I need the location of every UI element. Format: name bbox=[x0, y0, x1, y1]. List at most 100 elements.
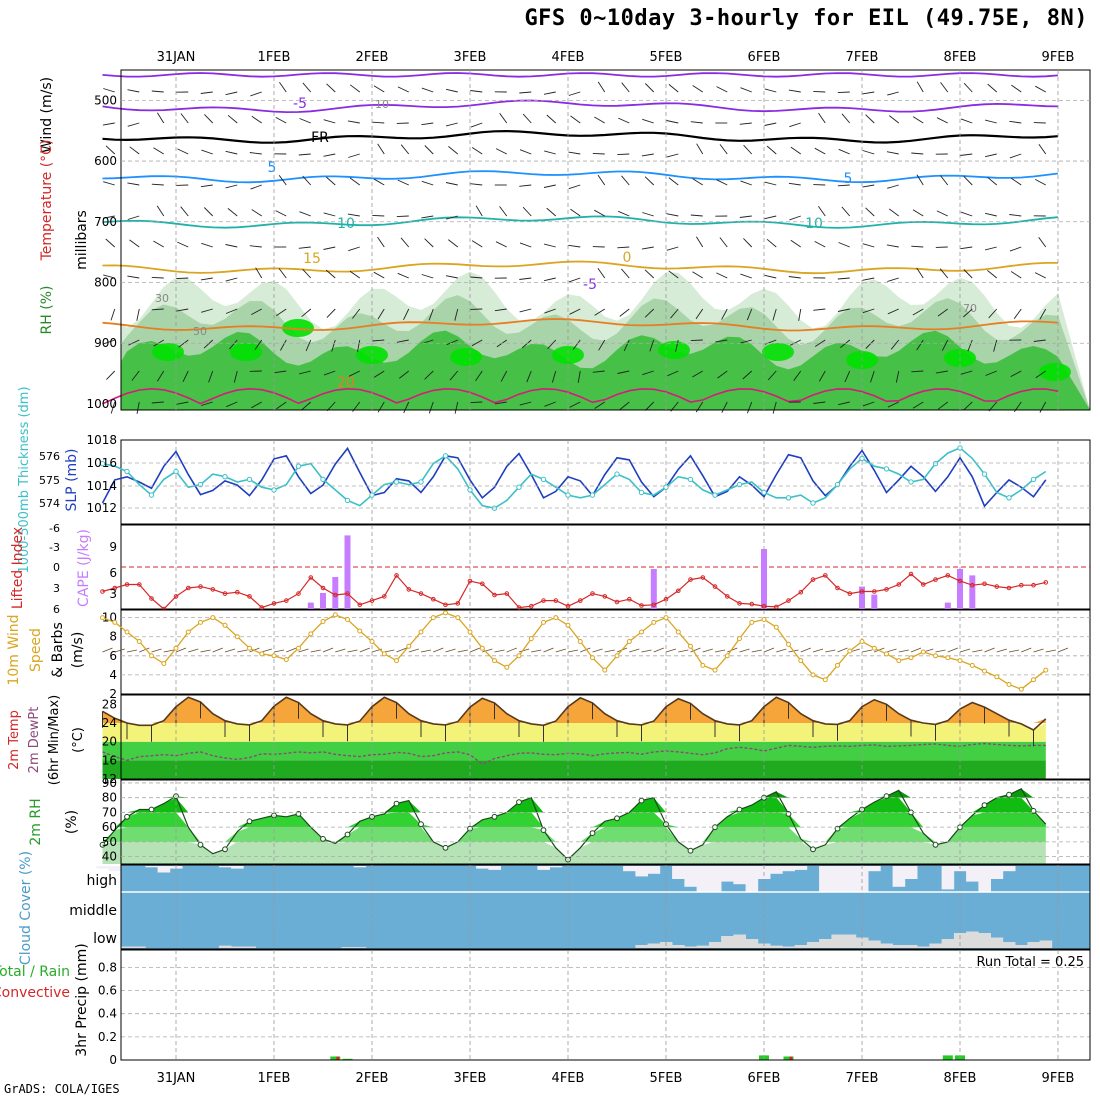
wind-speed-point bbox=[1031, 677, 1036, 683]
wind-barb bbox=[445, 182, 458, 186]
wind-barb bbox=[225, 277, 238, 282]
wind-speed-point bbox=[1018, 686, 1024, 692]
wind-barb bbox=[522, 113, 532, 124]
surface-wind-barb bbox=[273, 649, 285, 653]
wind-barb bbox=[349, 84, 361, 93]
rh-high-blob bbox=[1039, 363, 1071, 381]
temp-minmax-label: (6hr Min/Max) bbox=[47, 695, 62, 785]
rh-high-blob bbox=[230, 343, 262, 361]
lifted-index-point bbox=[602, 594, 608, 599]
thickness-point bbox=[148, 492, 155, 498]
lifted-index-point bbox=[639, 603, 644, 608]
surface-wind-barb bbox=[408, 648, 419, 653]
wind-barb bbox=[475, 370, 483, 382]
wind-barb bbox=[619, 401, 630, 410]
lifted-index-point bbox=[994, 584, 1000, 589]
surface-wind-barb bbox=[1008, 649, 1020, 653]
thickness-point bbox=[393, 479, 400, 485]
wind-barb bbox=[151, 90, 164, 93]
cloud-low-bar bbox=[904, 945, 918, 948]
isotherm-10 bbox=[102, 215, 1059, 229]
wind-barb bbox=[967, 339, 973, 352]
lifted-index-point bbox=[124, 582, 130, 587]
wind-barb bbox=[619, 308, 630, 317]
wind-barb bbox=[844, 370, 851, 383]
wind-speed-point bbox=[406, 643, 412, 649]
wind-barb bbox=[526, 370, 532, 383]
surface-wind-barb bbox=[469, 647, 481, 653]
lifted-index-point bbox=[308, 575, 314, 580]
rh-point bbox=[222, 846, 228, 853]
wind-barb bbox=[987, 176, 998, 186]
cloud-low-bar bbox=[831, 934, 844, 948]
cloud-high-bar bbox=[623, 866, 636, 872]
lifted-index-point bbox=[774, 604, 779, 610]
cloud-high-bar bbox=[537, 866, 550, 870]
wind-barb bbox=[715, 339, 728, 343]
cloud-bg bbox=[121, 865, 1090, 949]
wind-barb bbox=[373, 271, 385, 279]
wind-barb bbox=[788, 276, 801, 279]
wind-barb bbox=[326, 308, 336, 318]
wind-speed-point bbox=[234, 634, 240, 640]
lifted-index-point bbox=[578, 598, 583, 603]
lifted-index-point bbox=[369, 598, 375, 603]
rh-high-blob bbox=[282, 319, 314, 337]
wind-barb bbox=[157, 370, 165, 382]
wind-speed-point bbox=[528, 636, 534, 642]
wind-barb bbox=[182, 370, 189, 382]
lifted-index-point bbox=[222, 591, 228, 596]
lifted-index-tick: 6 bbox=[53, 603, 60, 616]
wind-barb bbox=[274, 370, 287, 374]
wind-barb bbox=[302, 268, 312, 279]
wind-barb bbox=[865, 339, 875, 349]
wind-speed-point bbox=[136, 639, 142, 644]
wind-speed-point bbox=[296, 645, 301, 651]
surface-wind-barb bbox=[959, 648, 971, 653]
lifted-index-point bbox=[357, 602, 363, 608]
thickness-point bbox=[271, 487, 277, 493]
wind-barb bbox=[428, 401, 434, 414]
wind-speed-point bbox=[345, 617, 350, 622]
cloud-low-bar bbox=[218, 945, 232, 948]
cloud-high-bar bbox=[892, 866, 906, 887]
wind-barb bbox=[178, 339, 189, 348]
wind-barb bbox=[837, 277, 850, 280]
thickness-point bbox=[614, 471, 620, 477]
wind-barb bbox=[445, 122, 458, 127]
temp-tick: 16 bbox=[102, 753, 117, 767]
slp-line bbox=[101, 446, 1047, 508]
wind-barb bbox=[1034, 272, 1046, 279]
wind-barb bbox=[895, 370, 900, 383]
wind-barb bbox=[764, 181, 777, 186]
wind-barb bbox=[597, 267, 606, 279]
wind-barb bbox=[544, 308, 556, 314]
wind-barb bbox=[519, 91, 532, 94]
date-tick-bottom: 31JAN bbox=[157, 1071, 196, 1086]
surface-wind-barb bbox=[420, 649, 432, 653]
wind-barb bbox=[494, 308, 507, 312]
wind-barb bbox=[746, 308, 753, 321]
wind-barb bbox=[1011, 84, 1022, 93]
thickness-point bbox=[246, 476, 253, 483]
surface-wind-barb bbox=[384, 649, 395, 653]
wind-barb bbox=[985, 370, 997, 376]
wind-barb bbox=[1038, 237, 1047, 248]
wind-axis-label-barbs: & Barbs bbox=[50, 622, 66, 678]
wind-barb bbox=[471, 240, 483, 248]
wind-barb bbox=[814, 241, 826, 248]
precip-total-bar bbox=[330, 1056, 341, 1060]
wind-barb bbox=[157, 112, 165, 124]
cloud-high-bar bbox=[770, 866, 783, 874]
thickness-point bbox=[320, 476, 326, 483]
wind-barb bbox=[912, 209, 924, 217]
cloud-high-bar bbox=[635, 866, 648, 877]
wind-speed-point bbox=[565, 622, 571, 628]
cloud-high-bar bbox=[1002, 866, 1016, 872]
lifted-index-point bbox=[982, 581, 987, 587]
wind-barb bbox=[592, 152, 605, 155]
wind-barb bbox=[470, 183, 483, 186]
temp-tick: 24 bbox=[102, 716, 117, 730]
wind-speed-point bbox=[332, 612, 338, 618]
lifted-index-point bbox=[345, 591, 350, 596]
